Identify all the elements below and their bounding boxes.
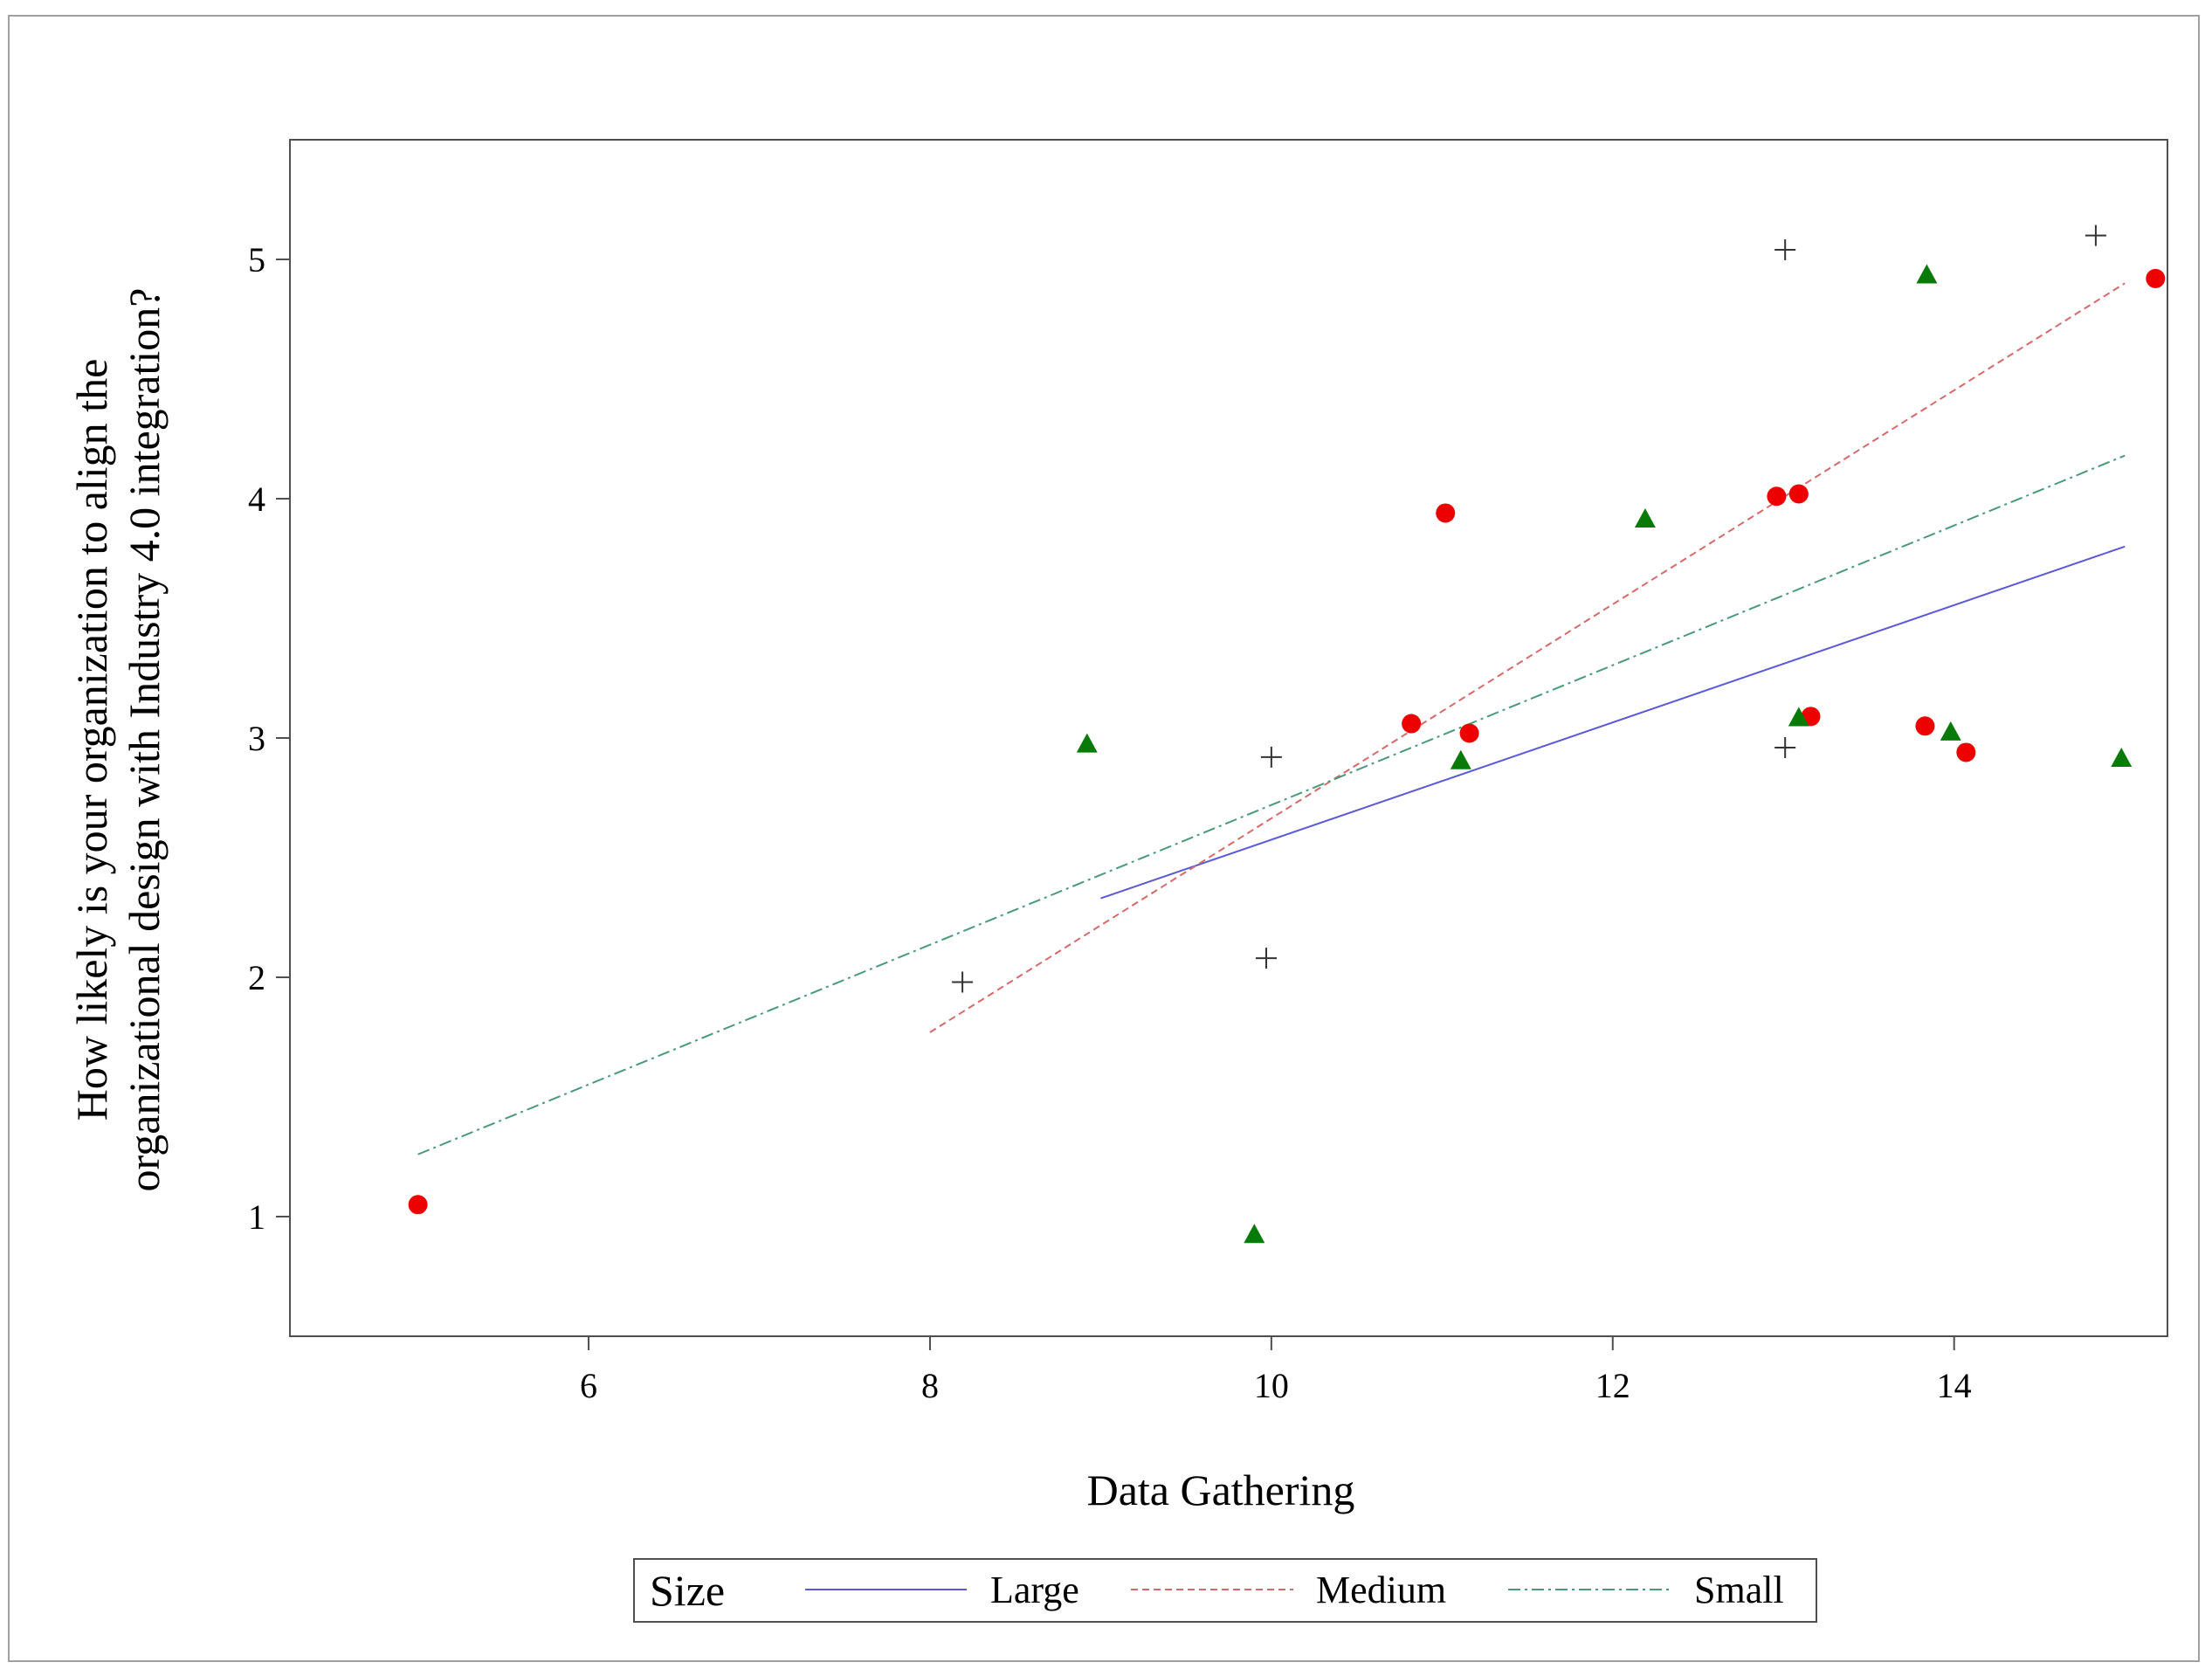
data-point-circle [1459, 723, 1479, 743]
data-point-plus [1774, 239, 1796, 261]
data-point-triangle [1450, 749, 1471, 769]
y-axis-label: How likely is your organization to align… [67, 288, 169, 1192]
legend-title: Size [650, 1566, 725, 1615]
data-point-triangle [1940, 721, 1961, 741]
x-tick-label: 6 [580, 1366, 597, 1405]
y-tick-label: 4 [248, 479, 265, 519]
data-point-circle [408, 1195, 428, 1215]
data-point-plus [1774, 736, 1796, 758]
legend-label-medium: Medium [1316, 1569, 1446, 1611]
data-points [408, 224, 2166, 1244]
data-point-circle [1436, 503, 1456, 523]
data-point-circle [1956, 742, 1976, 762]
data-point-triangle [1916, 264, 1938, 284]
y-tick-label: 1 [248, 1197, 265, 1237]
legend: Size Large Medium Small [633, 1558, 1817, 1623]
data-point-triangle [1788, 707, 1809, 727]
legend-label-large: Large [990, 1569, 1079, 1611]
x-axis-label: Data Gathering [1087, 1466, 1355, 1514]
data-point-triangle [1634, 508, 1656, 528]
x-tick-label: 10 [1254, 1366, 1289, 1405]
data-point-circle [1788, 484, 1809, 504]
x-tick-label: 8 [921, 1366, 939, 1405]
y-tick-label: 5 [248, 240, 265, 279]
regression-lines [417, 282, 2126, 1155]
regression-line-medium [929, 282, 2126, 1033]
data-point-circle [2146, 268, 2166, 288]
data-point-plus [1256, 948, 1277, 969]
regression-line-large [1100, 545, 2126, 900]
y-axis: 1 2 3 4 5 [248, 240, 290, 1237]
legend-label-small: Small [1694, 1569, 1784, 1611]
data-point-circle [1767, 486, 1787, 507]
y-tick-label: 3 [248, 719, 265, 758]
data-point-plus [952, 971, 974, 993]
y-tick-label: 2 [248, 958, 265, 997]
data-point-circle [1402, 714, 1422, 734]
data-point-triangle [1244, 1224, 1265, 1244]
x-tick-label: 12 [1595, 1366, 1630, 1405]
y-axis-label-line-1: How likely is your organization to align… [67, 359, 116, 1121]
data-point-circle [1915, 716, 1935, 736]
y-axis-label-line-2: organizational design with Industry 4.0 … [120, 288, 169, 1192]
data-point-triangle [2111, 748, 2133, 768]
x-axis: 6 8 10 12 14 [580, 1336, 1972, 1405]
regression-line-small [417, 454, 2126, 1155]
data-point-triangle [1076, 733, 1098, 753]
x-tick-label: 14 [1937, 1366, 1972, 1405]
data-point-plus [1260, 746, 1282, 768]
data-point-plus [2085, 224, 2106, 246]
plot-area-frame [289, 139, 2168, 1337]
